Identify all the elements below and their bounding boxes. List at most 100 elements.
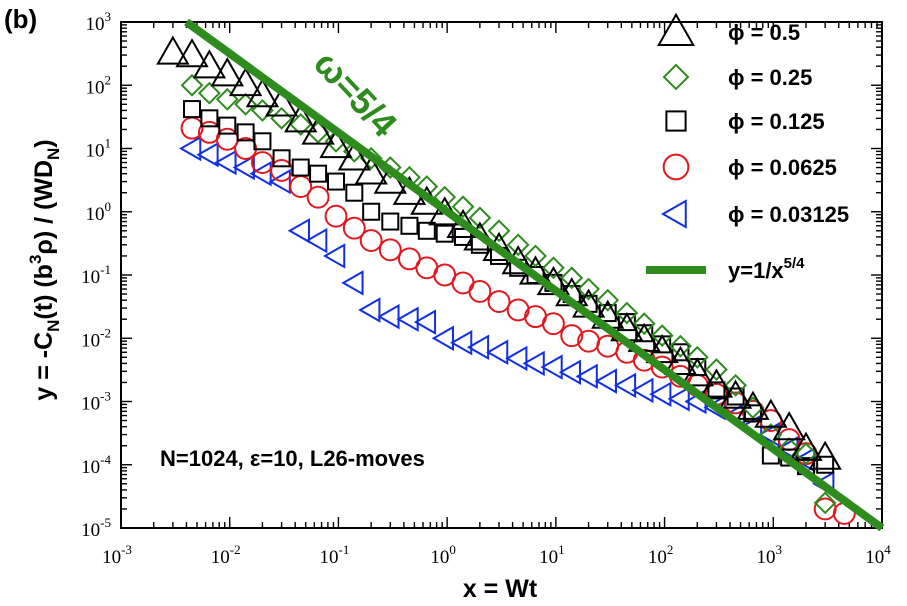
data-point	[417, 221, 436, 240]
data-point	[234, 92, 258, 116]
data-point	[596, 334, 620, 358]
data-point	[772, 411, 806, 441]
data-point	[594, 368, 617, 394]
legend-label: ϕ = 0.125	[728, 109, 825, 134]
data-point	[291, 158, 310, 177]
data-point	[284, 103, 318, 133]
data-point	[215, 87, 239, 111]
data-point	[324, 204, 348, 228]
data-point	[400, 216, 419, 235]
legend-label: y=1/x5/4	[728, 255, 805, 283]
data-point	[156, 35, 190, 65]
data-point	[197, 81, 221, 105]
data-point	[485, 339, 509, 366]
data-point	[175, 38, 209, 68]
power-law-line	[184, 18, 885, 532]
slope-label: ω=5/4	[306, 42, 405, 144]
data-point	[180, 73, 204, 97]
data-point	[669, 334, 692, 358]
data-point	[322, 243, 346, 269]
y-tick-label: 10-2	[81, 325, 111, 351]
data-point	[192, 49, 227, 79]
x-tick-label: 104	[865, 542, 891, 568]
data-point	[268, 168, 291, 195]
panel-label: (b)	[4, 4, 37, 34]
y-tick-label: 10-4	[81, 452, 111, 478]
x-axis-title: x = Wt	[463, 575, 538, 603]
data-point	[264, 87, 299, 117]
data-point	[319, 128, 353, 159]
data-point	[649, 381, 672, 408]
data-point	[541, 312, 565, 336]
data-point	[736, 390, 770, 420]
data-point	[354, 155, 388, 185]
legend-swatch	[662, 153, 690, 181]
data-point	[632, 312, 656, 336]
data-point	[813, 497, 837, 521]
data-point	[381, 212, 400, 231]
data-point	[558, 359, 581, 385]
data-point	[377, 303, 400, 330]
data-point	[808, 440, 842, 470]
data-point	[667, 386, 690, 412]
data-point	[816, 455, 835, 474]
legend-swatch	[662, 63, 690, 91]
data-point	[650, 324, 674, 348]
data-point	[705, 358, 728, 381]
data-point	[359, 229, 383, 253]
data-point	[560, 266, 584, 290]
legend-swatch	[657, 12, 695, 46]
data-point	[245, 78, 280, 108]
data-point	[575, 363, 598, 390]
data-point	[487, 290, 511, 314]
data-point	[707, 381, 726, 400]
legend-label: ϕ = 0.0625	[728, 155, 837, 180]
legend-label: ϕ = 0.5	[728, 20, 800, 45]
data-point	[577, 277, 600, 301]
y-tick-label: 103	[86, 9, 112, 35]
series-layer	[156, 18, 885, 532]
y-tick-label: 10-1	[81, 262, 111, 288]
data-point	[345, 183, 364, 202]
data-point	[468, 279, 492, 303]
y-tick-label: 100	[86, 199, 112, 225]
data-point	[718, 379, 753, 409]
data-point	[789, 431, 823, 461]
data-point	[724, 373, 747, 397]
data-point	[327, 172, 346, 191]
data-point	[378, 238, 402, 262]
data-point	[200, 109, 219, 128]
x-tick-label: 102	[648, 542, 674, 568]
data-point	[506, 233, 530, 257]
data-point	[287, 218, 310, 244]
series-triangle-left	[178, 135, 835, 497]
data-point	[615, 301, 639, 325]
legend-label: ϕ = 0.25	[728, 65, 812, 90]
data-point	[413, 309, 437, 335]
data-point	[396, 306, 419, 332]
x-tick-label: 10-2	[211, 542, 241, 568]
data-point	[435, 224, 454, 243]
data-point	[214, 149, 237, 176]
data-point	[210, 57, 244, 87]
y-axis-title: y = -CN(t) (b3ρ) / (WDN)	[26, 139, 63, 400]
x-tick-label: 10-3	[102, 542, 132, 568]
data-point	[309, 164, 328, 183]
data-point	[301, 115, 335, 145]
data-point	[253, 132, 272, 151]
data-point	[650, 355, 674, 379]
data-point	[306, 185, 330, 209]
data-point	[342, 216, 366, 240]
data-point	[466, 334, 490, 360]
data-point	[743, 404, 762, 423]
y-tick-label: 102	[86, 72, 112, 98]
x-tick-label: 101	[539, 542, 565, 568]
x-tick-label: 100	[430, 542, 456, 568]
data-point	[505, 345, 528, 372]
x-tick-label: 10-1	[320, 542, 350, 568]
data-point	[468, 206, 492, 230]
y-tick-label: 10-5	[81, 515, 111, 541]
data-point	[542, 256, 565, 280]
data-point	[362, 202, 381, 221]
